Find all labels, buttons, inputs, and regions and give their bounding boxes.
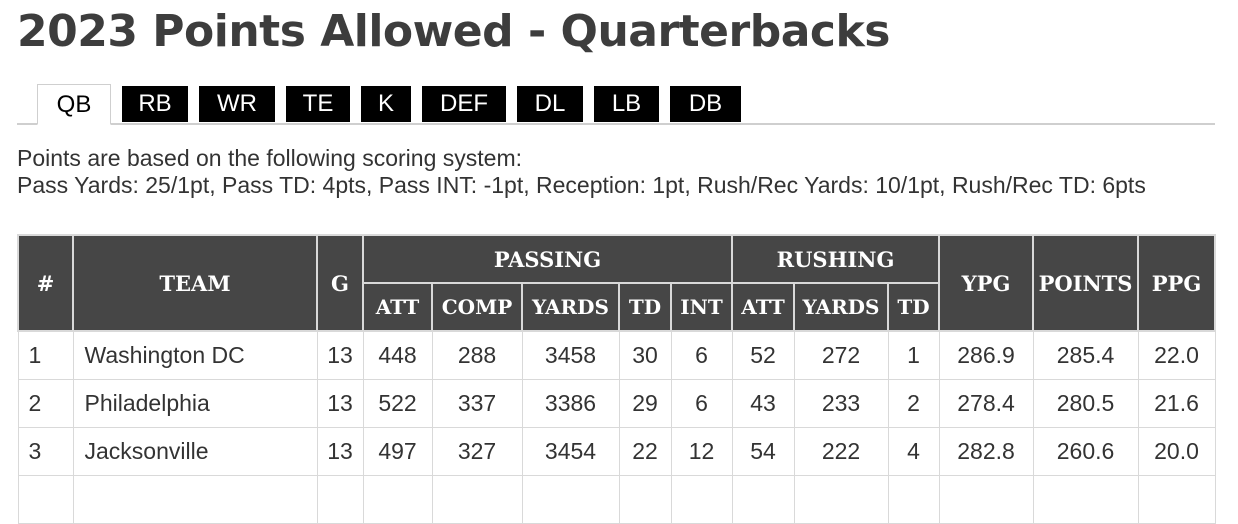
table-row: 3 Jacksonville 13 497 327 3454 22 12 54 … — [17, 427, 1216, 476]
team-cell: Washington DC — [72, 330, 318, 380]
games-cell: 13 — [316, 379, 364, 428]
ppg-cell: 21.6 — [1137, 379, 1216, 428]
team-cell: Philadelphia — [72, 379, 318, 428]
pass-int-cell: 6 — [670, 379, 733, 428]
group-header-passing: PASSING — [361, 234, 734, 284]
table-row: 1 Washington DC 13 448 288 3458 30 6 52 … — [17, 330, 1216, 380]
col-header-pass-yards[interactable]: YARDS — [521, 282, 620, 332]
tab-db[interactable]: DB — [670, 86, 741, 122]
col-header-rush-yards[interactable]: YARDS — [793, 282, 890, 332]
col-header-ppg[interactable]: PPG — [1137, 234, 1217, 332]
page-title: 2023 Points Allowed - Quarterbacks — [17, 6, 890, 57]
col-header-games[interactable]: G — [316, 234, 364, 332]
points-cell: 280.5 — [1032, 379, 1139, 428]
pass-td-cell: 22 — [618, 427, 672, 476]
rush-yards-cell: 272 — [793, 330, 889, 380]
rush-td-cell: 1 — [887, 330, 940, 380]
table-row: 2 Philadelphia 13 522 337 3386 29 6 43 2… — [17, 379, 1216, 428]
pass-int-cell: 6 — [670, 330, 733, 380]
pass-td-cell: 29 — [618, 379, 672, 428]
tab-k[interactable]: K — [361, 86, 411, 122]
pass-int-cell: 12 — [670, 427, 733, 476]
col-header-pass-comp[interactable]: COMP — [431, 282, 523, 332]
table-row — [17, 475, 1216, 524]
pass-yards-cell: 3454 — [521, 427, 620, 476]
tab-divider — [17, 123, 1215, 125]
rush-att-cell: 54 — [731, 427, 795, 476]
col-header-pass-td[interactable]: TD — [618, 282, 672, 332]
ppg-cell: 22.0 — [1137, 330, 1216, 380]
team-cell: Jacksonville — [72, 427, 318, 476]
col-header-pass-att[interactable]: ATT — [362, 282, 433, 332]
ypg-cell: 282.8 — [938, 427, 1034, 476]
col-header-team[interactable]: TEAM — [72, 234, 318, 332]
pass-comp-cell: 327 — [431, 427, 523, 476]
col-header-rush-att[interactable]: ATT — [731, 282, 796, 332]
scoring-rules: Pass Yards: 25/1pt, Pass TD: 4pts, Pass … — [17, 172, 1146, 198]
pass-yards-cell: 3458 — [521, 330, 620, 380]
rank-cell: 2 — [17, 379, 74, 428]
rush-att-cell: 52 — [731, 330, 795, 380]
col-header-rush-td[interactable]: TD — [887, 282, 941, 332]
ppg-cell: 20.0 — [1137, 427, 1216, 476]
ypg-cell: 286.9 — [938, 330, 1034, 380]
rush-yards-cell: 222 — [793, 427, 889, 476]
tab-te[interactable]: TE — [286, 86, 350, 122]
pass-comp-cell: 288 — [431, 330, 523, 380]
games-cell: 13 — [316, 330, 364, 380]
pass-att-cell: 448 — [362, 330, 433, 380]
ypg-cell: 278.4 — [938, 379, 1034, 428]
rank-cell: 3 — [17, 427, 74, 476]
pass-td-cell: 30 — [618, 330, 672, 380]
group-header-rushing: RUSHING — [731, 234, 941, 284]
pass-yards-cell: 3386 — [521, 379, 620, 428]
rank-cell: 1 — [17, 330, 74, 380]
col-header-pass-int[interactable]: INT — [669, 282, 734, 332]
pass-att-cell: 522 — [362, 379, 433, 428]
points-cell: 260.6 — [1032, 427, 1139, 476]
tab-def[interactable]: DEF — [422, 86, 506, 122]
scoring-intro: Points are based on the following scorin… — [17, 145, 522, 171]
scoring-description: Points are based on the following scorin… — [17, 145, 1217, 199]
rush-yards-cell: 233 — [793, 379, 889, 428]
rush-td-cell: 2 — [887, 379, 940, 428]
tab-rb[interactable]: RB — [122, 86, 188, 122]
tab-wr[interactable]: WR — [199, 86, 275, 122]
points-allowed-table: # TEAM G PASSING RUSHING YPG POINTS PPG … — [17, 234, 1217, 524]
tab-lb[interactable]: LB — [594, 86, 659, 122]
col-header-rank[interactable]: # — [17, 234, 74, 332]
col-header-ypg[interactable]: YPG — [938, 234, 1035, 332]
rush-td-cell: 4 — [887, 427, 940, 476]
pass-comp-cell: 337 — [431, 379, 523, 428]
pass-att-cell: 497 — [362, 427, 433, 476]
points-cell: 285.4 — [1032, 330, 1139, 380]
tab-dl[interactable]: DL — [517, 86, 583, 122]
tab-qb[interactable]: QB — [37, 84, 111, 125]
rush-att-cell: 43 — [731, 379, 795, 428]
games-cell: 13 — [316, 427, 364, 476]
col-header-points[interactable]: POINTS — [1032, 234, 1140, 332]
